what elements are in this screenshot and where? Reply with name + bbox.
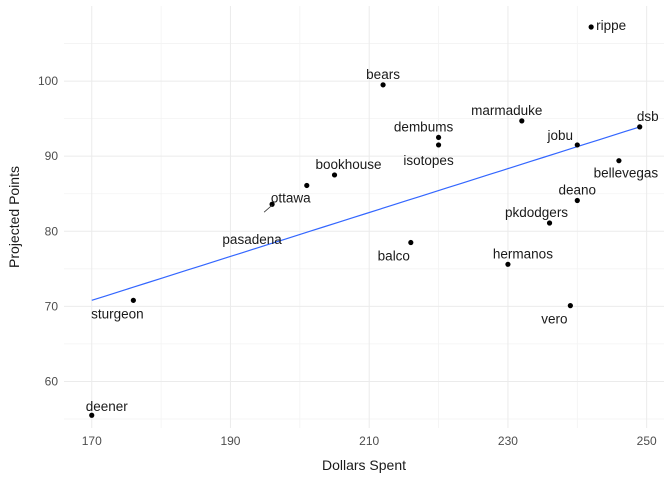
data-point xyxy=(616,158,622,164)
point-labels-layer: rippe bears marmaduke dsb dembums isotopes job… xyxy=(86,18,659,414)
x-tick-label: 170 xyxy=(82,434,102,448)
point-label: sturgeon xyxy=(91,306,144,321)
label-leader-line xyxy=(263,204,273,213)
x-tick-label: 190 xyxy=(220,434,240,448)
y-tick-label: 60 xyxy=(45,374,59,388)
point-label: isotopes xyxy=(403,153,454,168)
point-label: jobu xyxy=(547,128,574,143)
y-tick-label: 90 xyxy=(45,149,59,163)
data-point xyxy=(331,172,338,178)
point-label: pkdodgers xyxy=(505,205,568,220)
point-label: deener xyxy=(86,399,129,414)
y-tick-label: 80 xyxy=(45,224,59,238)
data-point xyxy=(269,201,275,207)
point-label: hermanos xyxy=(493,246,553,261)
point-label: vero xyxy=(541,312,567,327)
data-point xyxy=(574,142,580,148)
x-axis-title: Dollars Spent xyxy=(322,457,406,473)
data-point xyxy=(519,118,525,124)
point-label: ottawa xyxy=(271,190,311,205)
data-point xyxy=(588,24,594,30)
data-point xyxy=(380,82,386,88)
data-point xyxy=(304,182,310,189)
point-label: pasadena xyxy=(222,232,282,247)
data-point xyxy=(505,261,511,267)
x-tick-label: 210 xyxy=(359,434,379,448)
points-layer xyxy=(89,24,643,418)
data-point xyxy=(130,297,136,303)
data-point xyxy=(637,124,643,130)
grid xyxy=(64,6,664,428)
y-tick-label: 70 xyxy=(45,299,59,313)
point-label: bellevegas xyxy=(594,166,659,181)
point-label: marmaduke xyxy=(471,103,542,118)
point-label: dsb xyxy=(637,109,659,124)
x-tick-label: 230 xyxy=(498,434,518,448)
data-point xyxy=(574,197,580,204)
data-point xyxy=(89,412,95,418)
data-point xyxy=(435,134,442,141)
data-point xyxy=(546,220,553,226)
point-label: bears xyxy=(366,67,400,82)
x-tick-label: 250 xyxy=(637,434,657,448)
point-label: balco xyxy=(378,249,410,264)
tick-labels-layer: 170 190 210 230 250 60 70 80 90 100 xyxy=(38,74,657,448)
trend-layer xyxy=(91,126,640,301)
data-point xyxy=(435,142,442,148)
trend-line xyxy=(91,126,640,301)
point-label: rippe xyxy=(596,18,626,33)
data-point xyxy=(408,239,414,246)
point-label: deano xyxy=(559,182,597,197)
point-label: dembums xyxy=(394,119,454,134)
point-label: bookhouse xyxy=(315,157,381,172)
y-tick-label: 100 xyxy=(38,74,58,88)
y-axis-title: Projected Points xyxy=(6,166,22,268)
data-point xyxy=(567,303,573,309)
